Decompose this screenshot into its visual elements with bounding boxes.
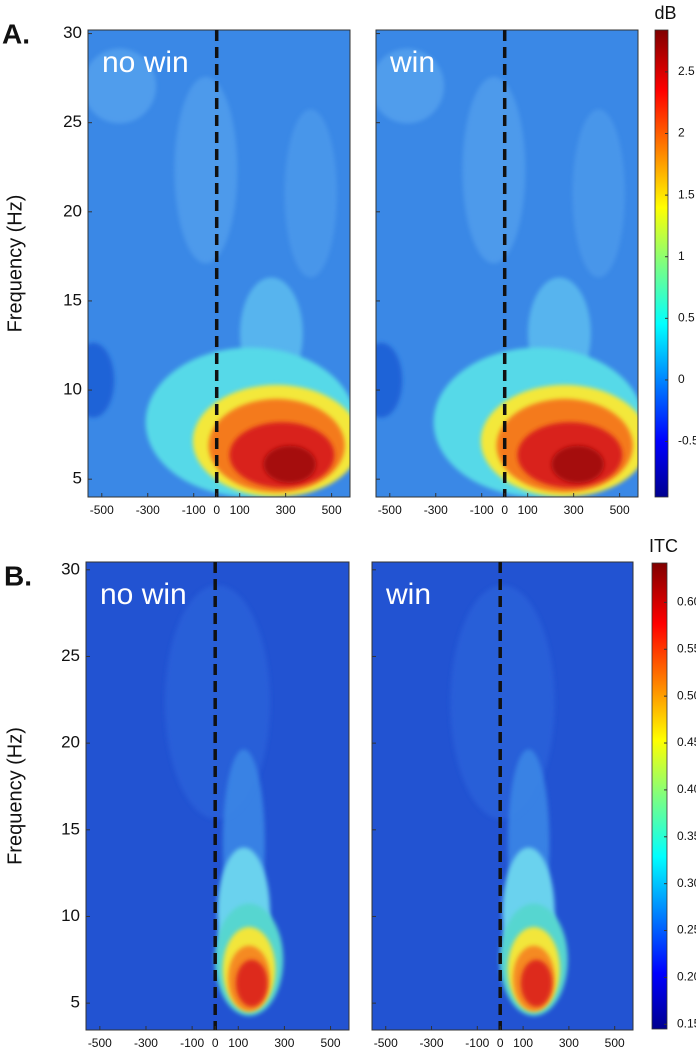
subplot-title: win [389,46,435,79]
colorbar-label: ITC [649,536,678,556]
y-tick-label: 10 [61,906,80,925]
heatmap-blob [88,48,157,124]
panel-label: A. [2,18,30,49]
y-tick-label: 20 [61,733,80,752]
y-axis-label: Frequency (Hz) [4,727,26,865]
subplot-title: win [385,578,431,611]
x-tick-label: 0 [501,503,508,517]
x-tick-label: -500 [374,1036,398,1049]
x-tick-label: 100 [518,503,538,517]
x-tick-label: 0 [213,503,220,517]
x-tick-label: -500 [90,503,114,517]
x-tick-label: 500 [610,503,630,517]
heatmap-blob [520,959,553,1007]
plot-frame [85,561,350,1031]
y-tick-label: 15 [63,290,82,309]
x-tick-label: -500 [88,1036,112,1049]
plot-frame [87,29,351,498]
y-tick-label: 30 [61,559,80,578]
colorbar-tick-label: 0.30 [677,876,696,890]
y-tick-label: 30 [63,23,82,42]
colorbar-tick-label: 0.40 [677,782,696,796]
subplot-title: no win [102,46,189,79]
y-tick-label: 5 [73,469,82,488]
x-tick-label: 500 [605,1036,625,1049]
x-tick-label: 0 [497,1036,504,1049]
x-tick-label: 300 [559,1036,579,1049]
x-tick-label: -100 [465,1036,489,1049]
heatmap-blob [174,76,238,264]
x-tick-label: -300 [420,1036,444,1049]
heatmap-blob [88,342,115,418]
x-tick-label: 300 [274,1036,294,1049]
y-tick-label: 15 [61,819,80,838]
panel-label: B. [4,560,32,591]
x-tick-label: -300 [134,1036,158,1049]
subplot-title: no win [100,578,187,611]
heatmap-blob [235,959,268,1007]
colorbar-tick-label: 0.50 [677,688,696,702]
x-tick-label: -100 [470,503,494,517]
colorbar-tick-label: 0.15 [677,1016,696,1030]
y-tick-label: 25 [63,112,82,131]
y-axis-label: Frequency (Hz) [4,195,26,333]
plot-frame [371,561,634,1031]
colorbar-tick-label: 0.35 [677,829,696,843]
colorbar-tick-label: 0.20 [677,970,696,984]
x-tick-label: -300 [136,503,160,517]
colorbar-tick-label: 0.60 [677,595,696,609]
heatmap-blob [376,342,403,418]
x-tick-label: 100 [228,1036,248,1049]
y-tick-label: 20 [63,201,82,220]
y-tick-label: 5 [71,993,80,1012]
colorbar-tick-label: 0 [678,372,685,386]
x-tick-label: 300 [276,503,296,517]
heatmap-blob [263,445,316,483]
plot-frame [375,29,639,498]
colorbar-tick-label: 2.5 [678,64,695,78]
colorbar-tick-label: 0.55 [677,641,696,655]
x-tick-label: 0 [212,1036,219,1049]
x-tick-label: -500 [378,503,402,517]
x-tick-label: 100 [513,1036,533,1049]
heatmap [88,30,350,497]
colorbar-tick-label: 0.45 [677,735,696,749]
x-tick-label: -100 [182,503,206,517]
heatmap [372,562,633,1030]
heatmap [376,30,638,497]
heatmap [86,562,349,1030]
heatmap-blob [376,48,445,124]
x-tick-label: -100 [180,1036,204,1049]
x-tick-label: 100 [230,503,250,517]
heatmap-blob [572,109,625,278]
colorbar-label: dB [654,3,676,23]
colorbar-tick-label: 1.5 [678,187,695,201]
y-tick-label: 25 [61,646,80,665]
x-tick-label: -300 [424,503,448,517]
x-tick-label: 500 [321,1036,341,1049]
heatmap-blob [284,109,337,278]
heatmap-blob [551,445,604,483]
colorbar-tick-label: -0.5 [678,434,696,448]
y-tick-label: 10 [63,380,82,399]
x-tick-label: 500 [322,503,342,517]
colorbar-tick-label: 2 [678,126,685,140]
heatmap-blob [462,76,526,264]
colorbar-tick-label: 1 [678,249,685,263]
colorbar [654,29,669,498]
colorbar [651,562,668,1030]
colorbar-tick-label: 0.5 [678,311,695,325]
colorbar-tick-label: 0.25 [677,923,696,937]
x-tick-label: 300 [564,503,584,517]
